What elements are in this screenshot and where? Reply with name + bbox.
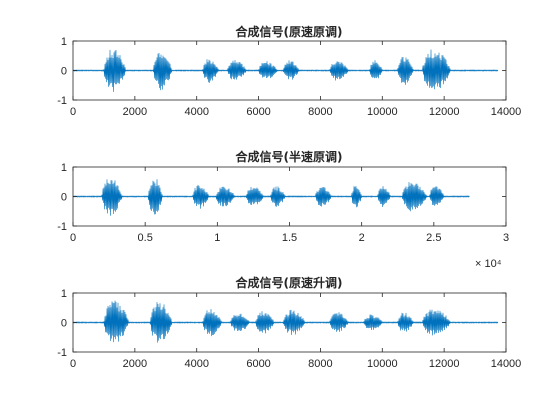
subplot-2-x-tick-label: 0.5 (138, 232, 153, 244)
subplot-3-x-tick-label: 4000 (184, 358, 208, 370)
subplot-1-x-tick-label: 0 (70, 106, 76, 118)
subplot-3-y-tick-label: -1 (57, 347, 67, 359)
subplot-2-x-tick-label: 2 (359, 232, 365, 244)
subplot-1-x-tick-label: 2000 (123, 106, 147, 118)
subplot-3-y-tick-label: 0 (61, 318, 67, 330)
subplot-1-y-tick-label: 1 (61, 36, 67, 48)
subplot-3-x-tick-label: 2000 (123, 358, 147, 370)
subplot-2-x-tick-label: 0 (70, 232, 76, 244)
subplot-3-y-tick-label: 1 (61, 288, 67, 300)
subplot-2-x-tick-label: 2.5 (426, 232, 441, 244)
subplot-2-x-tick-label: 1 (214, 232, 220, 244)
subplot-3-x-tick-label: 10000 (367, 358, 398, 370)
subplot-3-x-tick-label: 6000 (246, 358, 270, 370)
subplot-2-y-tick-label: 0 (61, 192, 67, 204)
subplot-2-x-exponent-label: × 10⁴ (475, 258, 502, 270)
subplot-3-x-tick-label: 0 (70, 358, 76, 370)
subplot-2-x-tick-label: 1.5 (282, 232, 297, 244)
subplot-2-x-tick-label: 3 (503, 232, 509, 244)
subplot-1-x-tick-label: 4000 (184, 106, 208, 118)
subplot-1-title: 合成信号(原速原调) (236, 24, 343, 39)
subplot-1-x-tick-label: 14000 (491, 106, 522, 118)
subplot-1-x-tick-label: 8000 (308, 106, 332, 118)
subplot-3-x-tick-label: 8000 (308, 358, 332, 370)
subplot-2-title: 合成信号(半速原调) (236, 149, 343, 164)
subplot-3-x-tick-label: 14000 (491, 358, 522, 370)
subplot-3-x-tick-label: 12000 (429, 358, 460, 370)
subplot-1-y-tick-label: 0 (61, 66, 67, 78)
subplot-2-y-tick-label: 1 (61, 162, 67, 174)
subplot-2-y-tick-label: -1 (57, 221, 67, 233)
subplot-3-title: 合成信号(原速升调) (236, 275, 343, 290)
subplot-1-y-tick-label: -1 (57, 95, 67, 107)
subplot-1-x-tick-label: 10000 (367, 106, 398, 118)
subplot-1-x-tick-label: 6000 (246, 106, 270, 118)
subplot-1-x-tick-label: 12000 (429, 106, 460, 118)
